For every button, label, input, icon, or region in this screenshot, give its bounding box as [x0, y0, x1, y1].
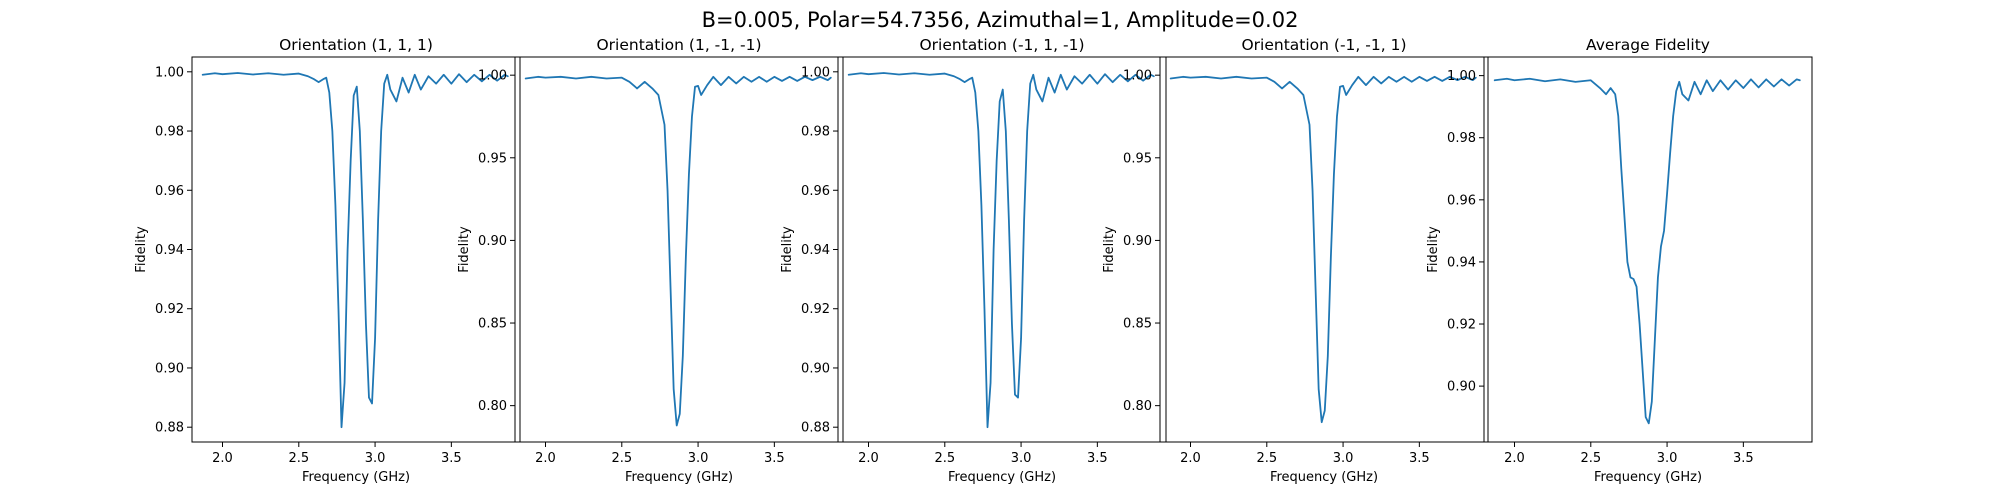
x-tick-label: 3.0 [1011, 451, 1032, 466]
y-tick-label: 0.96 [801, 184, 830, 199]
x-tick-label: 3.0 [1657, 451, 1678, 466]
subplot-panels: Orientation (1, 1, 1) 2.0 2.5 3.0 3.5 0.88 0.9… [134, 36, 1813, 485]
x-axis-label: Frequency (GHz) [948, 470, 1056, 485]
panel-title: Orientation (1, -1, -1) [596, 36, 761, 54]
y-tick-label: 0.90 [801, 361, 830, 376]
y-tick-label: 0.80 [478, 399, 507, 414]
subplot-5: Average Fidelity 2.0 2.5 3.0 3.5 0.90 0.92 0.94… [1426, 36, 1813, 485]
panel-title: Orientation (1, 1, 1) [279, 36, 433, 54]
figure-suptitle: B=0.005, Polar=54.7356, Azimuthal=1, Amp… [702, 8, 1299, 32]
y-tick-label: 0.98 [801, 125, 830, 140]
plot-frame [514, 56, 844, 443]
y-tick-label: 0.92 [1447, 318, 1476, 333]
x-tick-label: 2.0 [535, 451, 556, 466]
panel-title: Orientation (-1, -1, 1) [1241, 36, 1406, 54]
y-tick-label: 1.00 [1447, 69, 1476, 84]
y-tick-label: 0.95 [478, 151, 507, 166]
x-tick-label: 3.5 [1409, 451, 1430, 466]
x-tick-label: 2.5 [1580, 451, 1601, 466]
fidelity-line [1169, 75, 1477, 424]
y-tick-label: 0.94 [801, 243, 830, 258]
fidelity-line [201, 72, 509, 429]
fidelity-line [524, 75, 832, 427]
x-tick-label: 2.5 [611, 451, 632, 466]
y-tick-label: 0.98 [1447, 131, 1476, 146]
x-tick-label: 3.5 [764, 451, 785, 466]
y-tick-label: 0.98 [155, 125, 184, 140]
y-tick-label: 0.90 [1447, 380, 1476, 395]
x-tick-label: 2.5 [934, 451, 955, 466]
x-tick-label: 2.5 [1256, 451, 1277, 466]
x-tick-label: 3.5 [441, 451, 462, 466]
subplot-3: Orientation (-1, 1, -1) 2.0 2.5 3.0 3.5 0.88 0… [780, 36, 1167, 485]
y-axis-label: Fidelity [780, 226, 795, 273]
panel-title: Average Fidelity [1586, 36, 1710, 54]
y-axis-label: Fidelity [1102, 226, 1117, 273]
x-axis-label: Frequency (GHz) [1270, 470, 1378, 485]
y-tick-label: 0.88 [801, 421, 830, 436]
x-axis-label: Frequency (GHz) [1594, 470, 1702, 485]
x-tick-label: 2.0 [1180, 451, 1201, 466]
y-tick-label: 0.94 [155, 243, 184, 258]
y-tick-label: 0.85 [478, 317, 507, 332]
x-tick-label: 3.0 [1333, 451, 1354, 466]
fidelity-line [1493, 77, 1801, 425]
subplot-1: Orientation (1, 1, 1) 2.0 2.5 3.0 3.5 0.88 0.9… [134, 36, 521, 485]
y-axis-label: Fidelity [457, 226, 472, 273]
x-tick-label: 3.0 [365, 451, 386, 466]
y-axis-label: Fidelity [134, 226, 149, 273]
y-tick-label: 0.95 [1123, 151, 1152, 166]
x-axis-label: Frequency (GHz) [625, 470, 733, 485]
panel-title: Orientation (-1, 1, -1) [919, 36, 1084, 54]
x-tick-label: 3.0 [688, 451, 709, 466]
y-tick-label: 1.00 [478, 69, 507, 84]
y-tick-label: 0.92 [155, 302, 184, 317]
y-tick-label: 0.88 [155, 421, 184, 436]
y-tick-label: 0.90 [478, 234, 507, 249]
x-tick-label: 2.5 [288, 451, 309, 466]
y-tick-label: 0.90 [1123, 234, 1152, 249]
x-tick-label: 2.0 [212, 451, 233, 466]
y-tick-label: 1.00 [801, 65, 830, 80]
y-tick-label: 0.80 [1123, 399, 1152, 414]
x-tick-label: 2.0 [858, 451, 879, 466]
x-axis-label: Frequency (GHz) [302, 470, 410, 485]
plot-frame [1159, 56, 1489, 443]
x-tick-label: 3.5 [1733, 451, 1754, 466]
fidelity-line [847, 72, 1155, 429]
subplot-4: Orientation (-1, -1, 1) 2.0 2.5 3.0 3.5 0.80 0… [1102, 36, 1489, 485]
y-axis-label: Fidelity [1426, 226, 1441, 273]
y-tick-label: 0.94 [1447, 255, 1476, 270]
y-tick-label: 0.85 [1123, 317, 1152, 332]
plot-frame [1483, 56, 1813, 443]
y-tick-label: 0.96 [155, 184, 184, 199]
subplot-2: Orientation (1, -1, -1) 2.0 2.5 3.0 3.5 0.80 0… [457, 36, 844, 485]
y-tick-label: 1.00 [155, 65, 184, 80]
x-tick-label: 3.5 [1087, 451, 1108, 466]
y-tick-label: 0.92 [801, 302, 830, 317]
y-tick-label: 0.96 [1447, 193, 1476, 208]
y-tick-label: 1.00 [1123, 69, 1152, 84]
y-tick-label: 0.90 [155, 361, 184, 376]
x-tick-label: 2.0 [1504, 451, 1525, 466]
